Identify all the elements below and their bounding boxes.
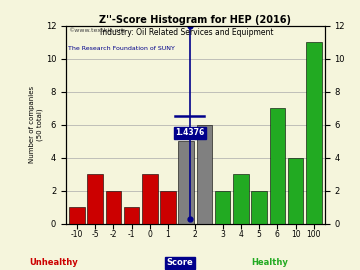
Bar (69, 207, 85, 224)
Bar (105, 191, 121, 224)
Bar (215, 191, 230, 224)
Bar (288, 158, 303, 224)
Bar (251, 191, 267, 224)
Text: Unhealthy: Unhealthy (30, 258, 78, 267)
Bar (160, 191, 176, 224)
Text: ©www.textbiz.org: ©www.textbiz.org (68, 28, 125, 33)
Text: Healthy: Healthy (252, 258, 288, 267)
Y-axis label: Number of companies
(50 total): Number of companies (50 total) (30, 86, 43, 163)
Text: The Research Foundation of SUNY: The Research Foundation of SUNY (68, 46, 175, 50)
Text: Industry: Oil Related Services and Equipment: Industry: Oil Related Services and Equip… (100, 28, 274, 37)
Bar (179, 141, 194, 224)
Bar (197, 125, 212, 224)
Text: 1.4376: 1.4376 (175, 129, 204, 137)
Bar (270, 108, 285, 224)
Bar (87, 174, 103, 224)
Bar (142, 174, 158, 224)
Title: Z''-Score Histogram for HEP (2016): Z''-Score Histogram for HEP (2016) (99, 15, 291, 25)
Bar (306, 42, 321, 224)
Bar (124, 207, 139, 224)
Text: Score: Score (167, 258, 193, 267)
Bar (233, 174, 249, 224)
